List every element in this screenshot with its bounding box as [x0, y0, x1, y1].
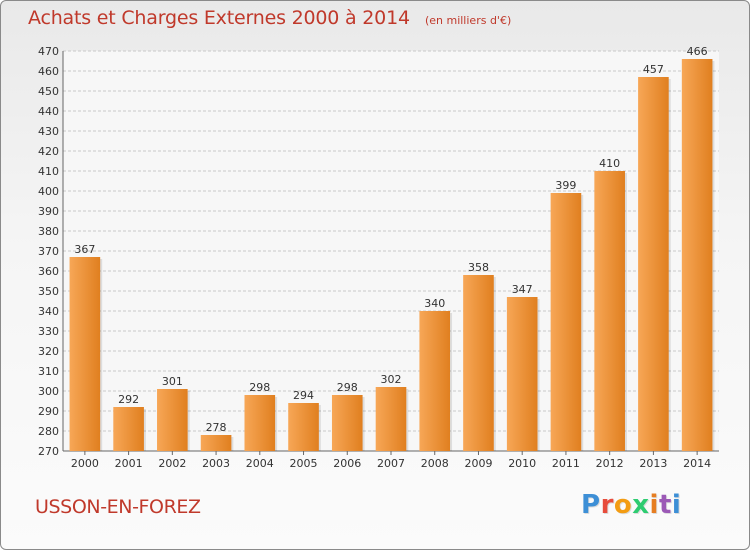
bar: [550, 193, 582, 451]
y-tick-label: 370: [38, 245, 59, 258]
x-tick-label: 2001: [115, 457, 143, 470]
y-tick-label: 320: [38, 345, 59, 358]
proxiti-logo: Proxiti: [581, 490, 682, 520]
y-tick-label: 460: [38, 65, 59, 78]
bar-value-label: 358: [468, 261, 489, 274]
y-tick-label: 280: [38, 425, 59, 438]
y-tick-label: 420: [38, 145, 59, 158]
y-tick-label: 440: [38, 105, 59, 118]
bar: [419, 311, 451, 451]
y-tick-label: 430: [38, 125, 59, 138]
bar: [375, 387, 407, 451]
bar-value-label: 301: [162, 375, 183, 388]
bar: [594, 171, 625, 451]
bar: [463, 275, 494, 451]
x-tick-label: 2008: [421, 457, 449, 470]
bar-value-label: 466: [687, 45, 708, 58]
y-tick-label: 340: [38, 305, 59, 318]
bar: [638, 77, 669, 451]
y-tick-label: 310: [38, 365, 59, 378]
x-tick-label: 2011: [552, 457, 580, 470]
bar-value-label: 294: [293, 389, 314, 402]
x-tick-label: 2006: [333, 457, 361, 470]
y-tick-label: 380: [38, 225, 59, 238]
x-tick-label: 2007: [377, 457, 405, 470]
chart-title-text: Achats et Charges Externes 2000 à 2014: [28, 7, 410, 29]
y-tick-label: 350: [38, 285, 59, 298]
bar: [113, 407, 144, 451]
y-tick-label: 360: [38, 265, 59, 278]
y-tick-label: 390: [38, 205, 59, 218]
bar-value-label: 347: [512, 283, 533, 296]
bar: [157, 389, 188, 451]
bar-value-label: 340: [424, 297, 445, 310]
bar: [288, 403, 319, 451]
y-tick-label: 400: [38, 185, 59, 198]
bar-value-label: 367: [74, 243, 95, 256]
y-tick-label: 330: [38, 325, 59, 338]
bar: [200, 435, 232, 451]
bar: [681, 59, 713, 451]
x-tick-label: 2014: [683, 457, 711, 470]
bar: [244, 395, 276, 451]
x-tick-label: 2010: [508, 457, 536, 470]
chart-unit-note: (en milliers d'€): [424, 14, 512, 27]
bar-value-label: 298: [337, 381, 358, 394]
bar: [331, 395, 363, 451]
bar-value-label: 302: [381, 373, 402, 386]
x-tick-label: 2004: [246, 457, 274, 470]
chart-title: Achats et Charges Externes 2000 à 2014 (…: [28, 7, 511, 29]
x-tick-label: 2003: [202, 457, 230, 470]
y-tick-label: 410: [38, 165, 59, 178]
y-tick-label: 300: [38, 385, 59, 398]
bar-value-label: 298: [249, 381, 270, 394]
y-tick-label: 470: [38, 45, 59, 58]
y-tick-label: 270: [38, 445, 59, 458]
y-tick-label: 290: [38, 405, 59, 418]
bar: [69, 257, 101, 451]
bar-value-label: 278: [206, 421, 227, 434]
x-tick-label: 2000: [71, 457, 99, 470]
x-tick-label: 2009: [464, 457, 492, 470]
bar-value-label: 399: [555, 179, 576, 192]
bar-value-label: 410: [599, 157, 620, 170]
bar-value-label: 457: [643, 63, 664, 76]
bar-value-label: 292: [118, 393, 139, 406]
x-tick-label: 2005: [290, 457, 318, 470]
x-tick-label: 2013: [639, 457, 667, 470]
y-tick-label: 450: [38, 85, 59, 98]
x-tick-label: 2012: [596, 457, 624, 470]
x-tick-label: 2002: [158, 457, 186, 470]
commune-name: USSON-EN-FOREZ: [35, 496, 201, 518]
bar: [506, 297, 538, 451]
